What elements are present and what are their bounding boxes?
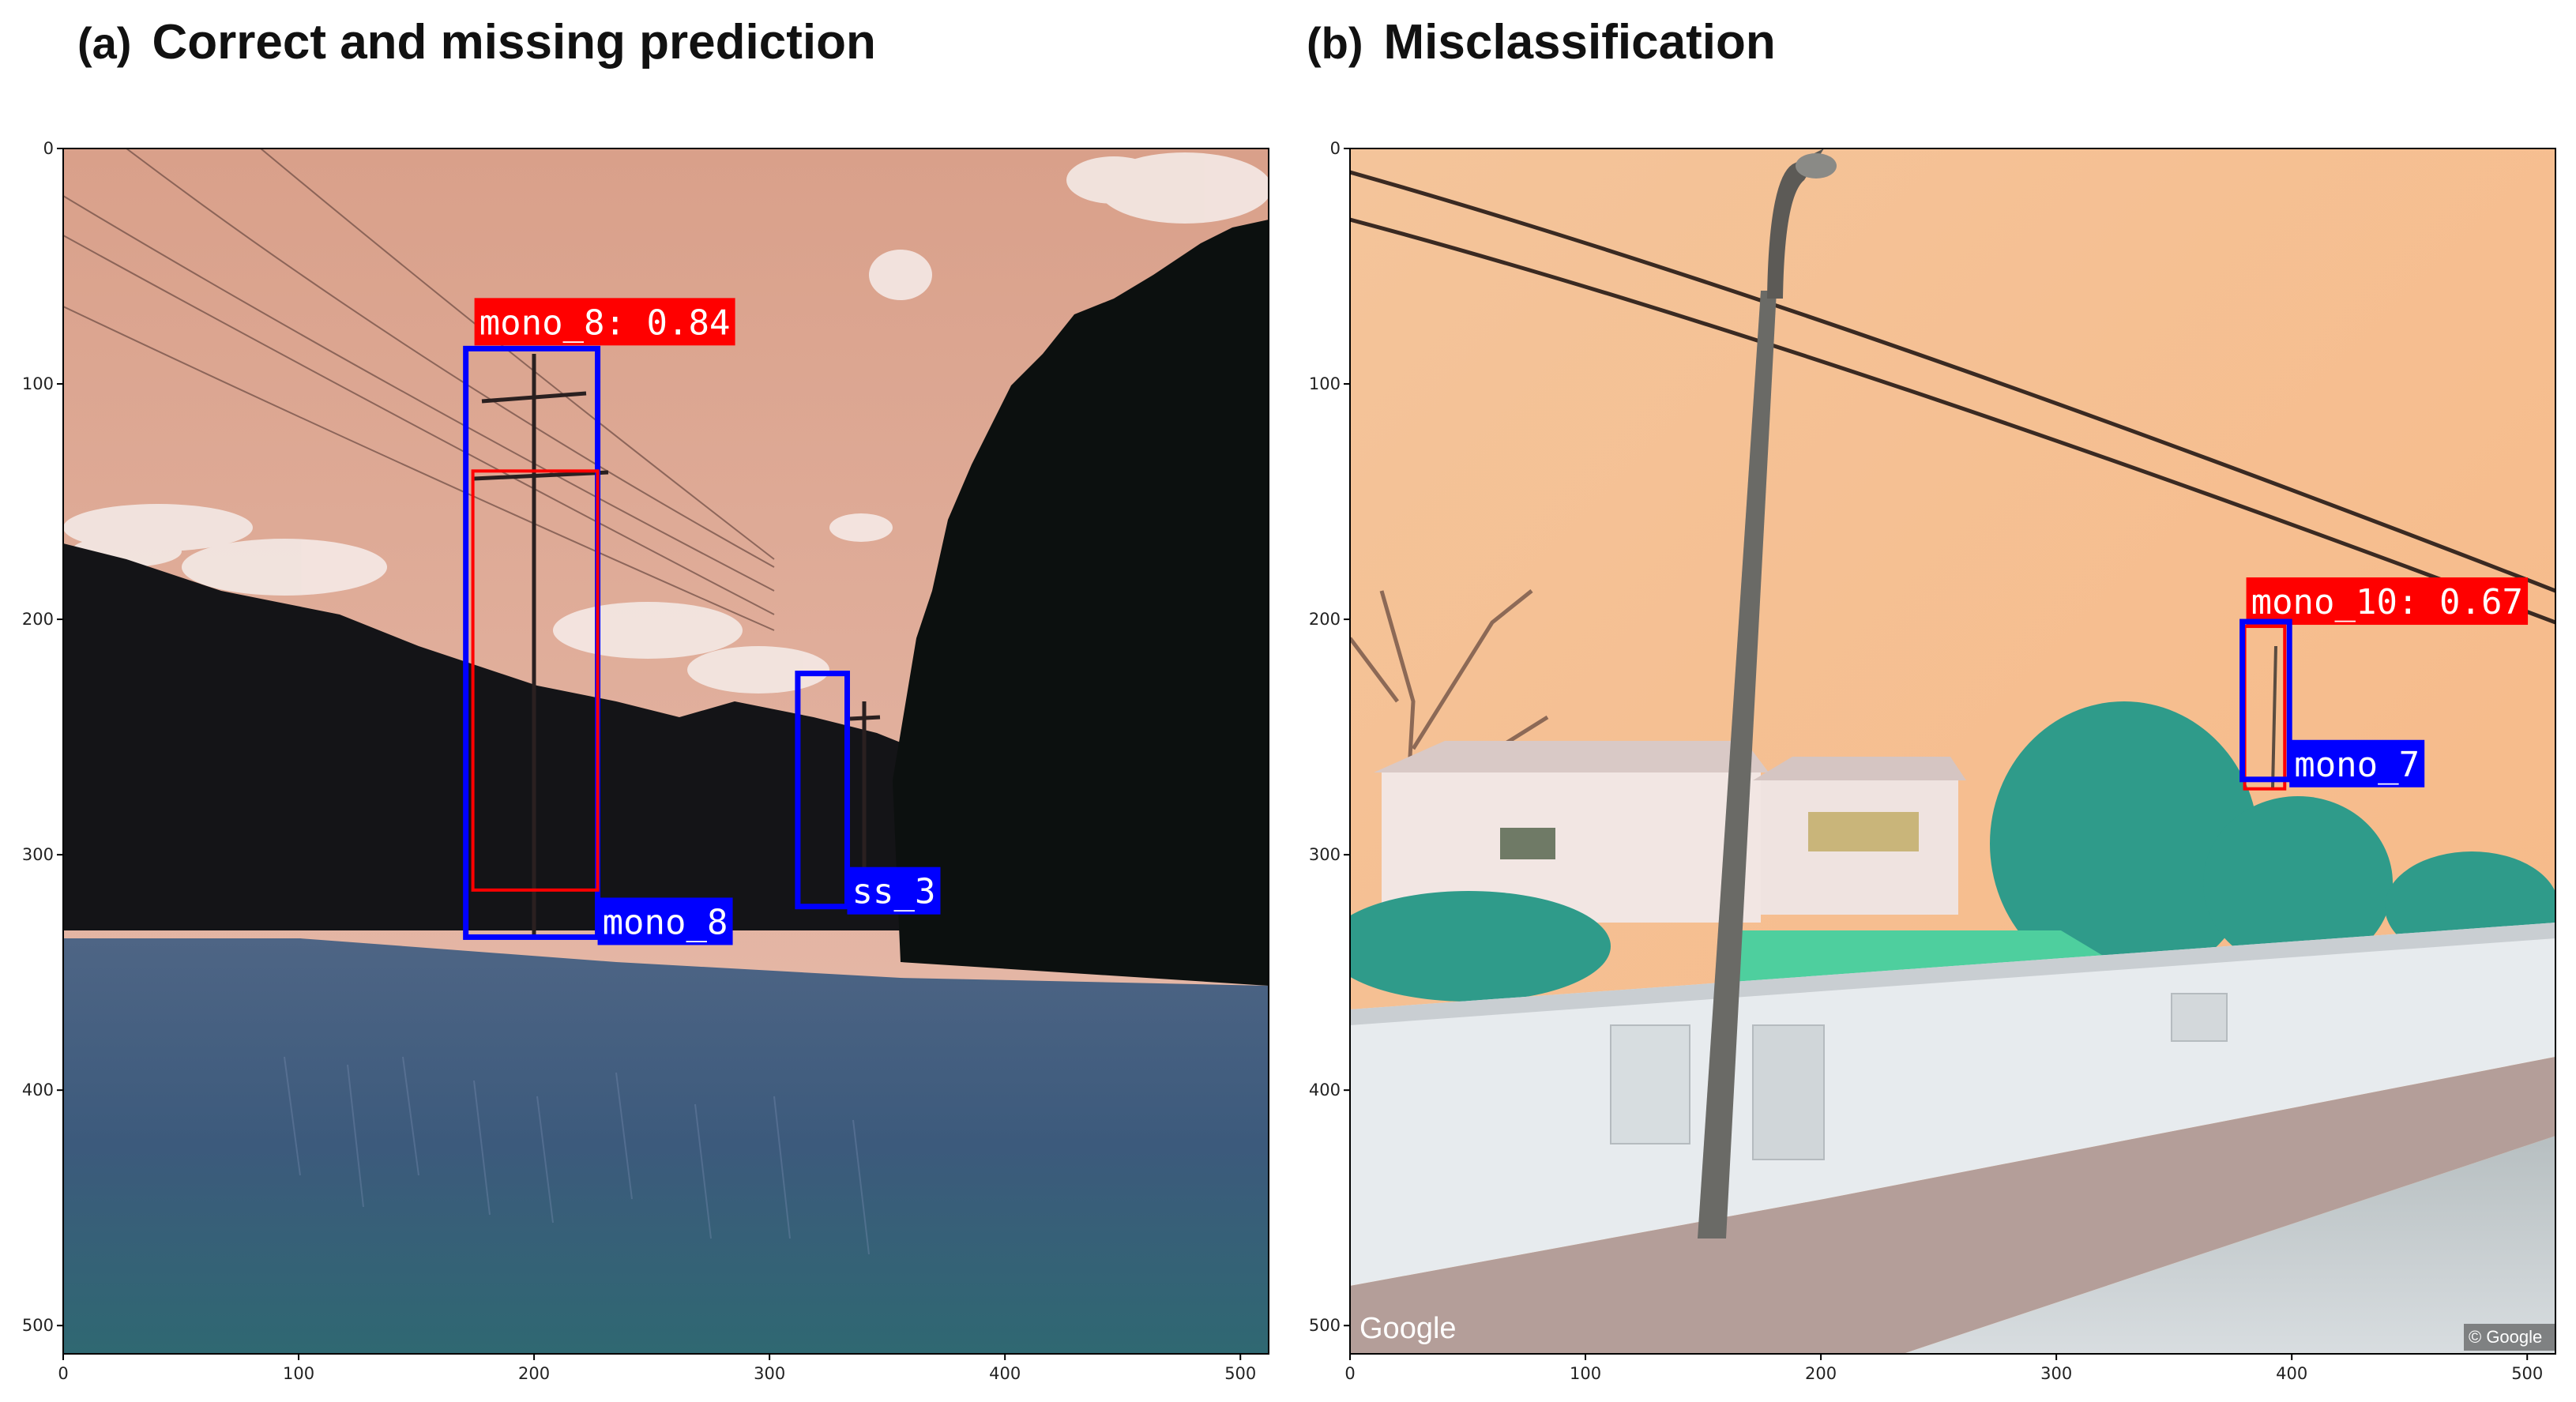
y-tick-label: 0 [1330,139,1341,158]
x-tick-label: 100 [1570,1364,1601,1383]
x-tick-label: 200 [1805,1364,1837,1383]
y-tick-label: 400 [22,1081,54,1099]
y-tick-label: 100 [22,374,54,393]
boxes-b: mono_10: 0.67 mono_7 [2239,577,2529,791]
box-label-text: mono_7 [2294,745,2420,785]
ground-truth-box [2239,618,2292,783]
ground-truth-box [463,345,601,940]
box-label-text: mono_8: 0.84 [479,303,731,343]
x-tick-label: 0 [1344,1364,1355,1383]
ticks-b: 0 0 100 100 200 200 300 300 400 400 500 500 [1309,139,2543,1383]
x-tick-label: 300 [754,1364,785,1383]
scene-image-b: Google © Google [1350,148,2555,1354]
x-tick-label: 300 [2040,1364,2072,1383]
y-tick-label: 100 [1309,374,1341,393]
box-label-background [2289,739,2425,787]
axes-frame-b [1349,148,2556,1355]
figure-panel-b: (b) Misclassification [1288,0,2576,1402]
x-tick-label: 200 [518,1364,550,1383]
y-tick-label: 500 [22,1316,54,1335]
figure-panel-a: (a) Correct and missing prediction [22,14,1269,1383]
x-tick-label: 500 [2511,1364,2543,1383]
y-tick-label: 500 [1309,1316,1341,1335]
prediction-box [471,469,600,892]
box-label-background [2246,577,2529,626]
plot-area-b: Google © Google 0 0 100 100 200 200 300 300 400 4… [1309,139,2556,1383]
panel-title-text-b: Misclassification [1383,15,1776,70]
panel-title-a: (a) Correct and missing prediction [77,14,876,70]
copyright-text: © Google [2469,1327,2542,1347]
google-logo: Google [1359,1312,1457,1345]
y-tick-label: 0 [43,139,54,158]
box-label-text: mono_10: 0.67 [2251,582,2523,622]
axes-b: 0 0 100 100 200 200 300 300 400 400 500 500 mono_10… [1309,139,2556,1383]
x-tick-label: 0 [58,1364,68,1383]
box-label-background [847,866,941,915]
prediction-box [2243,625,2287,791]
y-tick-label: 200 [22,610,54,629]
scene-image-a [63,148,1269,1354]
ticks-a: 0 0 100 100 200 200 300 300 400 400 500 500 [22,139,1256,1383]
boxes-a: mono_8 ss_3 mono_8: 0.84 [463,298,941,945]
y-tick-label: 200 [1309,610,1341,629]
x-tick-label: 100 [283,1364,314,1383]
y-tick-label: 400 [1309,1081,1341,1099]
x-tick-label: 400 [989,1364,1021,1383]
y-tick-label: 300 [1309,845,1341,864]
axes-a: 0 0 100 100 200 200 300 300 400 400 500 500 mono_8 s… [22,139,1269,1383]
y-tick-label: 300 [22,845,54,864]
panel-title-text-a: Correct and missing prediction [152,15,876,70]
box-label-background [597,897,733,945]
x-tick-label: 400 [2276,1364,2307,1383]
box-label-text: mono_8 [603,902,728,942]
axes-frame-a [62,148,1269,1355]
box-label-background [474,298,735,346]
plot-area-a: 0 0 100 100 200 200 300 300 400 400 500 500 mono_8 s… [22,139,1269,1383]
panel-title-b: (b) Misclassification [1307,14,1776,70]
panel-letter-a: (a) [77,18,132,68]
x-tick-label: 500 [1224,1364,1256,1383]
box-label-text: ss_3 [852,872,935,912]
panel-letter-b: (b) [1307,18,1363,68]
ground-truth-box [795,671,850,910]
